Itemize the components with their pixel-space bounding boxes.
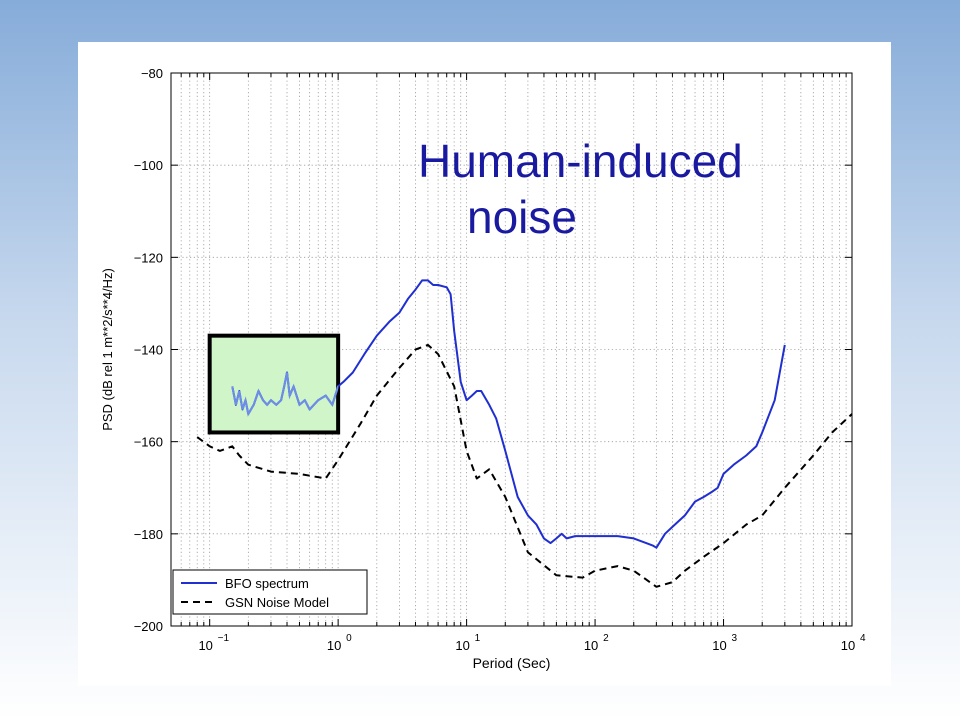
x-tick-label-exponent: 2 — [603, 633, 609, 644]
y-tick-label: −140 — [134, 343, 163, 358]
y-tick-label: −180 — [134, 527, 163, 542]
grid-lines — [170, 72, 853, 627]
y-tick-label: −120 — [134, 250, 163, 265]
y-tick-label: −160 — [134, 435, 163, 450]
legend-label-gsn: GSN Noise Model — [225, 595, 329, 610]
axis-ticks — [170, 72, 853, 627]
legend-label-bfo: BFO spectrum — [225, 576, 309, 591]
x-tick-label-exponent: 1 — [475, 633, 481, 644]
x-tick-label: 10 — [712, 638, 726, 653]
x-tick-label: 10 — [455, 638, 469, 653]
highlight-box — [207, 333, 341, 435]
slide-panel: −200 −180 −160 −140 −120 −100 −80 10 −1 10 0 10 1 10 2… — [78, 42, 891, 686]
psd-chart: −200 −180 −160 −140 −120 −100 −80 10 −1 10 0 10 1 10 2… — [100, 66, 866, 671]
x-tick-label: 10 — [584, 638, 598, 653]
series-lines — [196, 279, 853, 588]
tick-labels: −200 −180 −160 −140 −120 −100 −80 10 −1 10 0 10 1 10 2… — [134, 66, 866, 653]
y-tick-label: −80 — [141, 66, 163, 81]
annotation-line-1: Human-induced — [418, 135, 743, 187]
x-tick-label-exponent: 4 — [860, 633, 866, 644]
legend-box — [172, 569, 368, 615]
y-tick-label: −200 — [134, 619, 163, 634]
x-tick-label: 10 — [198, 638, 212, 653]
x-tick-label-exponent: 0 — [346, 633, 352, 644]
x-tick-label: 10 — [841, 638, 855, 653]
legend: BFO spectrum GSN Noise Model — [172, 569, 368, 615]
annotation-line-2: noise — [467, 191, 577, 243]
series-line-0-highlighted — [231, 372, 339, 417]
x-tick-label-exponent: −1 — [218, 633, 230, 644]
x-tick-label: 10 — [327, 638, 341, 653]
y-axis-label: PSD (dB rel 1 m**2/s**4/Hz) — [100, 268, 115, 431]
x-tick-label-exponent: 3 — [732, 633, 738, 644]
y-tick-label: −100 — [134, 158, 163, 173]
x-axis-label: Period (Sec) — [473, 655, 551, 671]
